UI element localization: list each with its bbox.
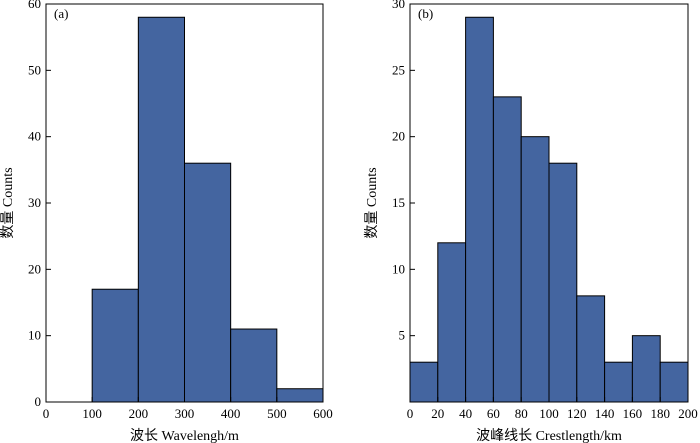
- y-tick-label: 30: [392, 0, 405, 11]
- bar: [631, 335, 661, 403]
- y-tick-label: 5: [399, 328, 406, 343]
- x-tick-label: 120: [567, 406, 587, 421]
- x-tick-label: 60: [487, 406, 500, 421]
- panel-label-b: (b): [418, 6, 433, 21]
- x-axis-label-a: 波长 Wavelengh/m: [130, 428, 239, 443]
- histogram-panel-b: 0 20 40 60 80 100 120 140 160 180 200 5 10 15 20 25 30 (…: [364, 0, 698, 443]
- x-tick-label: 80: [515, 406, 528, 421]
- y-tick-label: 60: [28, 0, 41, 11]
- x-tick-label: 140: [595, 406, 615, 421]
- x-tick-label: 200: [678, 406, 698, 421]
- bar: [276, 388, 324, 403]
- x-tick-label: 300: [175, 406, 195, 421]
- bars-b: [409, 16, 689, 403]
- bar: [184, 162, 232, 403]
- x-axis-label-b: 波峰线长 Crestlength/km: [476, 428, 622, 443]
- bar: [576, 295, 606, 403]
- bar: [137, 16, 185, 403]
- y-tick-label: 25: [392, 62, 405, 77]
- bars-a: [91, 16, 324, 403]
- y-axis-label-a: 数量 Counts: [0, 167, 16, 238]
- bar: [548, 162, 578, 403]
- bar: [604, 361, 633, 403]
- y-tick-label: 40: [28, 129, 41, 144]
- x-tick-label: 160: [623, 406, 643, 421]
- panel-label-a: (a): [54, 6, 68, 21]
- x-tick-label: 500: [267, 406, 287, 421]
- y-tick-label: 10: [28, 328, 41, 343]
- bar: [437, 242, 467, 403]
- bar: [492, 96, 522, 403]
- bar: [409, 361, 439, 403]
- y-tick-label: 20: [28, 261, 41, 276]
- x-tick-label: 100: [82, 406, 102, 421]
- x-tick-label: 100: [539, 406, 559, 421]
- y-tick-label: 50: [28, 62, 41, 77]
- x-tick-label: 0: [43, 406, 50, 421]
- x-tick-label: 400: [221, 406, 241, 421]
- y-tick-label: 15: [392, 195, 405, 210]
- x-tick-label: 180: [650, 406, 670, 421]
- y-tick-label: 10: [392, 261, 405, 276]
- ticks-a: 0 100 200 300 400 500 600 0 10 20 30 40 50 60: [28, 0, 333, 421]
- bar: [659, 361, 689, 403]
- histogram-panel-a: 0 100 200 300 400 500 600 0 10 20 30 40 50 60 (a) 波长 …: [0, 0, 333, 443]
- x-tick-label: 600: [313, 406, 333, 421]
- y-tick-label: 30: [28, 195, 41, 210]
- x-tick-label: 40: [459, 406, 472, 421]
- bar: [91, 288, 139, 403]
- ticks-b: 0 20 40 60 80 100 120 140 160 180 200 5 10 15 20 25 30: [392, 0, 698, 421]
- y-tick-label: 20: [392, 129, 405, 144]
- bar: [465, 16, 494, 403]
- y-tick-label: 0: [35, 394, 42, 409]
- bar: [520, 136, 550, 403]
- x-tick-label: 20: [431, 406, 444, 421]
- x-tick-label: 0: [407, 406, 414, 421]
- bar: [230, 328, 278, 403]
- y-axis-label-b: 数量 Counts: [364, 167, 380, 238]
- x-tick-label: 200: [129, 406, 149, 421]
